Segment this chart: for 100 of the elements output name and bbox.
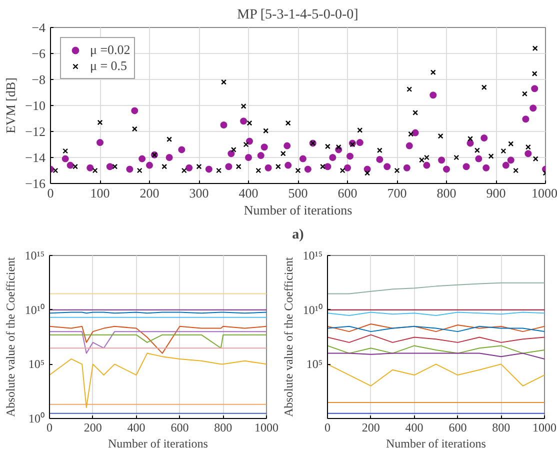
point [394,168,400,174]
point [225,163,232,170]
point [246,138,253,145]
x-tick-label: 700 [387,186,407,200]
y-tick-label: −12 [25,124,46,139]
point [430,70,436,76]
point [406,142,413,150]
point [513,168,519,174]
point [466,140,474,147]
point [275,164,281,170]
point [531,85,538,92]
y-axis-title: Absolute value of the Coefficient [282,256,296,417]
legend-label: μ = 0.5 [90,58,128,74]
point [263,128,269,134]
y-tick-label: 10¹⁰ [24,302,45,317]
point [468,136,473,142]
point [364,170,370,176]
point [532,70,538,76]
legend-label: μ =0.02 [90,42,130,58]
x-tick-label: 1000 [532,420,556,434]
y-tick-label: 10⁵ [306,357,323,372]
point [403,164,410,172]
point [284,142,291,150]
point [92,168,98,174]
point [66,162,74,169]
point [295,168,301,174]
point [480,134,488,142]
point [166,154,173,161]
point [240,118,248,125]
y-tick-label: 10¹⁵ [24,248,44,262]
point [138,155,146,162]
point [97,120,103,126]
point [186,164,193,172]
point [481,84,487,90]
point [507,156,514,164]
point [474,148,480,154]
x-axis-title: Number of iterations [386,436,486,450]
line-series [50,331,266,354]
point [228,150,235,158]
x-axis-title: Number of iterations [244,202,352,218]
point [438,133,444,139]
point [72,164,78,170]
x-tick-label: 1000 [254,420,278,434]
point [324,163,332,170]
point [196,164,202,170]
point [522,91,528,97]
point [256,168,262,174]
y-tick-label: −16 [25,176,46,191]
point [112,164,118,170]
line-series [328,345,544,354]
point [500,148,506,154]
point [340,168,346,174]
point [454,154,460,160]
point [205,166,212,173]
y-tick-label: −14 [25,150,46,165]
point [243,142,249,148]
point [320,164,326,170]
point [284,162,292,169]
point [280,150,286,156]
point [96,139,104,146]
y-tick-label: −8 [32,72,46,87]
x-tick-label: 900 [486,186,506,200]
y-axis-title: EVM [dB] [3,78,18,134]
point [482,164,490,172]
x-tick-label: 400 [405,420,424,434]
point [430,92,437,99]
y-tick-label: 10⁰ [28,412,44,426]
point [384,163,391,170]
point [508,141,514,147]
y-axis-title: Absolute value of the Coefficient [4,256,18,417]
point [264,164,272,172]
x-tick-label: 400 [238,186,258,200]
x-tick-label: 600 [448,420,467,434]
point [240,103,246,109]
point [52,168,58,174]
point [408,131,414,137]
point [166,136,172,142]
point [346,152,354,160]
x-tick-label: 200 [362,420,380,434]
point [230,146,236,152]
x-tick-label: 0 [46,420,52,434]
y-tick-label: −4 [32,20,46,35]
point [181,168,187,174]
point [357,127,363,133]
point [329,154,336,161]
point [356,139,364,146]
point [221,79,226,85]
x-tick-label: 500 [288,186,308,200]
y-tick-label: 10⁵ [28,357,45,372]
point [532,46,538,52]
point [532,156,538,162]
point [502,162,510,169]
point [376,156,384,163]
point [62,148,68,154]
y-tick-label: 10¹⁰ [302,302,323,317]
point [220,122,228,128]
point [462,163,470,170]
point [106,163,114,170]
x-tick-label: 800 [214,420,232,434]
x-tick-label: 0 [47,186,54,200]
